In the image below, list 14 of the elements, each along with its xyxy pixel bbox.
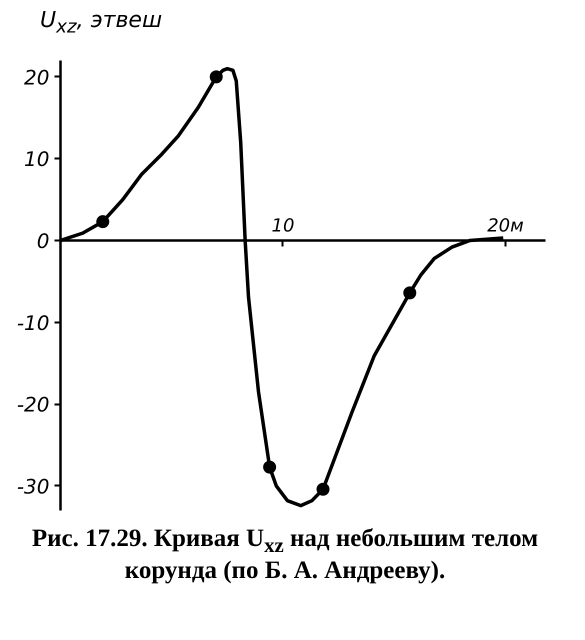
y-axis-title: U$_{xz}$, этвеш	[40, 7, 162, 40]
y-tick-label: -10	[16, 310, 50, 335]
point	[403, 286, 416, 300]
y-tick-label: 20	[24, 65, 50, 90]
y-tick-label: 0	[36, 229, 50, 253]
point	[96, 215, 110, 228]
y-tick-label: 10	[24, 147, 50, 172]
point	[210, 70, 223, 84]
text: Рис. 17.29. Кривая U$_{xz}$ над небольшим телом корунда (по Б. А. Андрееву).	[30, 525, 540, 584]
point	[316, 482, 330, 496]
y-tick-label: -20	[16, 392, 50, 417]
y-tick-label: -30	[16, 474, 50, 498]
x-tick-label: 20м	[487, 216, 524, 236]
point	[263, 460, 276, 474]
